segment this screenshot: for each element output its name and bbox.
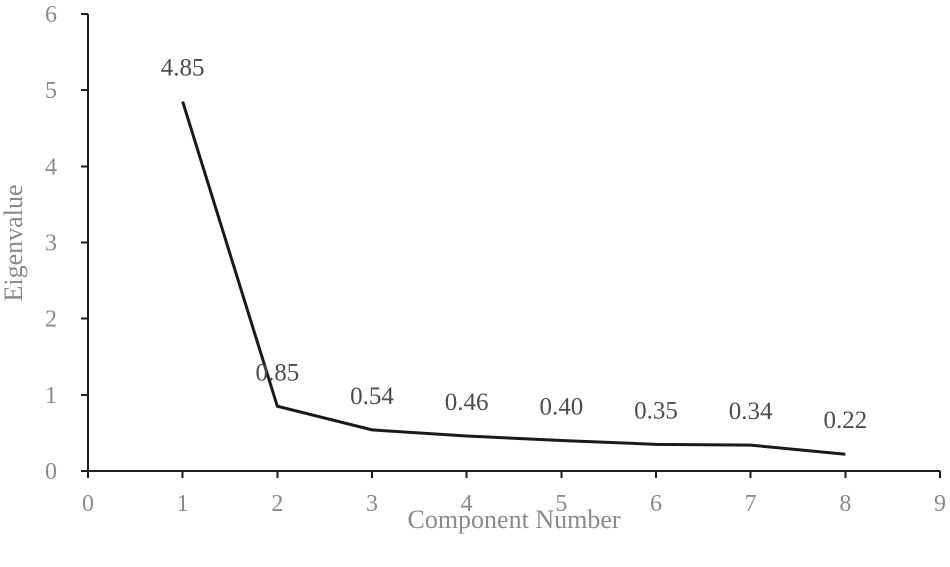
x-tick-label: 8	[839, 491, 851, 517]
data-label: 0.35	[634, 397, 678, 424]
x-tick-label: 1	[177, 491, 189, 517]
x-tick-label: 6	[650, 491, 662, 517]
y-tick-label: 4	[45, 154, 57, 180]
x-tick-label: 7	[745, 491, 757, 517]
y-tick-label: 3	[45, 231, 57, 257]
x-tick-label: 3	[366, 491, 378, 517]
data-label: 0.54	[350, 383, 394, 410]
y-tick-label: 6	[45, 2, 57, 28]
axes	[87, 14, 940, 472]
x-tick-label: 4	[461, 491, 473, 517]
x-tick-label: 5	[555, 491, 567, 517]
x-axis-title: Component Number	[407, 505, 620, 534]
data-label: 0.34	[729, 398, 773, 425]
y-tick-label: 1	[45, 383, 57, 409]
data-label: 0.85	[255, 359, 299, 386]
series	[181, 101, 846, 456]
y-tick-label: 2	[45, 307, 57, 333]
y-ticks: 0 1 2 3 4 5 6	[45, 2, 88, 485]
data-label: 4.85	[161, 55, 205, 82]
x-ticks: 0 1 2 3 4 5 6 7 8 9	[82, 471, 946, 517]
data-label: 0.22	[823, 407, 867, 434]
eigenvalue-line	[181, 101, 846, 456]
y-tick-label: 0	[45, 459, 57, 485]
x-tick-label: 2	[271, 491, 283, 517]
y-tick-label: 5	[45, 78, 57, 104]
x-tick-label: 9	[934, 491, 946, 517]
data-label: 0.40	[539, 394, 583, 421]
data-label: 0.46	[445, 389, 489, 416]
x-tick-label: 0	[82, 491, 94, 517]
data-labels: 4.85 0.85 0.54 0.46 0.40 0.35 0.34 0.22	[161, 55, 867, 435]
y-axis-title: Eigenvalue	[0, 185, 28, 302]
